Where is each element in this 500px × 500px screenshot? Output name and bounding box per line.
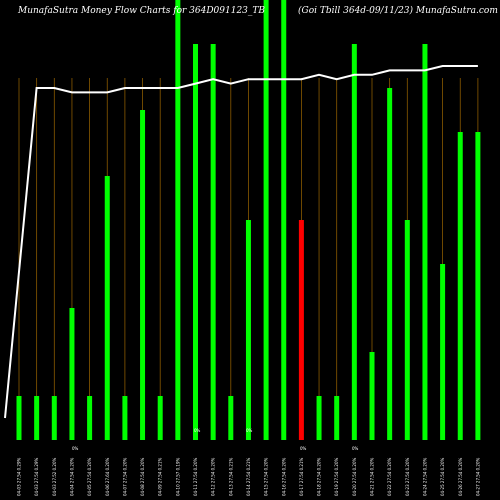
bar	[281, 0, 287, 440]
x-tick-label: 04-12 27.54 0.20%	[211, 457, 216, 496]
chart-title-right: (Goi Tbill 364d-09/11/23) MunafaSutra.co…	[298, 5, 498, 16]
bar	[440, 264, 446, 440]
x-tick-label: 04-23 27.54 0.20%	[405, 457, 410, 496]
bar	[334, 396, 340, 440]
x-tick-label: 04-03 27.54 0.29%	[17, 457, 22, 496]
x-tick-label: 04-19 27.54 0.20%	[334, 457, 339, 496]
bar	[69, 308, 75, 440]
x-tick-label: 04-03 27.54 0.29%	[34, 457, 39, 496]
bar	[34, 396, 40, 440]
bars	[16, 0, 481, 440]
small-label: 0%	[194, 428, 201, 433]
bar	[404, 220, 410, 440]
bar	[210, 44, 216, 440]
x-tick-label: 04-17 27.54 0.21%	[299, 457, 304, 496]
money-flow-line	[4, 65, 478, 419]
bar	[298, 220, 304, 440]
x-tick-label: 04-07 27.54 0.20%	[122, 457, 127, 496]
bar	[475, 132, 481, 440]
bar	[457, 132, 463, 440]
bar	[228, 396, 234, 440]
bar	[51, 396, 57, 440]
x-tick-label: 04-03 27.52 0.20%	[52, 457, 57, 496]
bar	[316, 396, 322, 440]
x-tick-label: 04-11 27.54 0.20%	[193, 457, 198, 496]
bar	[122, 396, 128, 440]
x-tick-label: 04-05 27.54 0.20%	[87, 457, 92, 496]
x-tick-label: 04-06 27.64 0.20%	[105, 457, 110, 496]
x-tick-label: 04-15 27.54 0.20%	[264, 457, 269, 496]
small-label: 0%	[246, 428, 253, 433]
bar	[369, 352, 375, 440]
bar	[157, 396, 163, 440]
x-tick-label: 04-21 27.54 0.20%	[370, 457, 375, 496]
x-tick-label: 04-24 27.54 0.20%	[422, 457, 427, 496]
x-tick-label: 04-16 27.54 0.20%	[281, 457, 286, 496]
x-tick-label: 04-08 27.54 0.20%	[140, 457, 145, 496]
bar	[16, 396, 22, 440]
small-label: 0%	[72, 446, 79, 451]
x-tick-label: 04-13 27.54 0.21%	[228, 457, 233, 496]
x-tick-label: 04-27 27.54 0.20%	[475, 457, 480, 496]
chart-title-left: MunafaSutra Money Flow Charts for 364D09…	[17, 6, 265, 16]
x-tick-label: 04-25 27.54 0.20%	[440, 457, 445, 496]
bar	[193, 44, 198, 440]
bar	[351, 44, 357, 440]
x-tick-label: 04-09 27.54 0.21%	[158, 457, 163, 496]
bar	[175, 0, 181, 440]
small-labels: 0% 0% 0% 0% 0%	[72, 428, 359, 451]
bar	[140, 110, 146, 440]
x-tick-label: 04-04 27.54 0.20%	[69, 457, 74, 496]
x-tick-label: 04-26 27.54 0.20%	[458, 457, 463, 496]
x-tick-label: 04-10 27.57 0.19%	[175, 457, 180, 496]
x-tick-label: 04-18 27.54 0.20%	[317, 457, 322, 496]
bar	[387, 88, 393, 440]
bar	[104, 176, 110, 440]
x-tick-label: 04-14 27.54 0.21%	[246, 457, 251, 496]
x-tick-labels: 04-03 27.54 0.29% 04-03 27.54 0.29% 04-03 …	[17, 457, 481, 496]
bar	[245, 220, 251, 440]
bar	[263, 0, 269, 440]
bar	[87, 396, 93, 440]
x-tick-label: 04-22 27.54 0.20%	[387, 457, 392, 496]
small-label: 0%	[300, 446, 307, 451]
bar	[422, 44, 428, 440]
x-tick-label: 04-20 27.54 0.20%	[352, 457, 357, 496]
small-label: 0%	[352, 446, 359, 451]
